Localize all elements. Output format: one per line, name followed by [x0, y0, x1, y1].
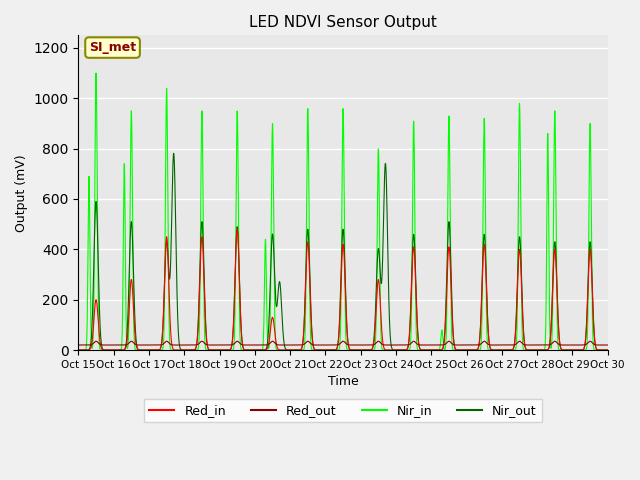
- Red_out: [604, 342, 612, 348]
- Red_in: [576, 347, 584, 353]
- Red_out: [552, 339, 560, 345]
- Nir_in: [406, 347, 413, 352]
- Red_in: [552, 273, 560, 278]
- Line: Nir_in: Nir_in: [79, 73, 608, 350]
- Nir_out: [555, 331, 563, 336]
- Nir_out: [604, 347, 612, 353]
- Nir_out: [552, 267, 560, 273]
- Red_in: [406, 329, 413, 335]
- Red_in: [138, 347, 145, 353]
- Nir_out: [576, 347, 584, 353]
- Red_out: [92, 338, 100, 344]
- Line: Red_out: Red_out: [79, 341, 608, 345]
- Title: LED NDVI Sensor Output: LED NDVI Sensor Output: [249, 15, 437, 30]
- Nir_in: [92, 70, 100, 76]
- Nir_out: [138, 347, 145, 353]
- Text: SI_met: SI_met: [89, 41, 136, 54]
- Nir_out: [75, 347, 83, 353]
- Red_in: [75, 347, 83, 353]
- Nir_in: [138, 347, 146, 353]
- Legend: Red_in, Red_out, Nir_in, Nir_out: Red_in, Red_out, Nir_in, Nir_out: [145, 399, 542, 422]
- Red_out: [277, 342, 285, 348]
- Red_in: [555, 332, 563, 337]
- Line: Nir_out: Nir_out: [79, 153, 608, 350]
- Y-axis label: Output (mV): Output (mV): [15, 154, 28, 231]
- Red_out: [75, 342, 83, 348]
- Nir_in: [277, 347, 285, 353]
- Nir_in: [576, 347, 584, 353]
- Red_in: [604, 347, 612, 353]
- Red_out: [138, 342, 146, 348]
- Red_out: [406, 341, 413, 347]
- Nir_out: [170, 150, 177, 156]
- X-axis label: Time: Time: [328, 375, 358, 388]
- Nir_in: [75, 347, 83, 353]
- Line: Red_in: Red_in: [79, 229, 608, 350]
- Nir_in: [604, 347, 612, 353]
- Nir_in: [552, 258, 560, 264]
- Red_in: [234, 227, 241, 232]
- Red_in: [277, 347, 285, 353]
- Red_out: [576, 342, 584, 348]
- Nir_in: [555, 347, 563, 352]
- Nir_out: [277, 298, 285, 303]
- Red_out: [555, 342, 563, 348]
- Nir_out: [406, 326, 413, 332]
